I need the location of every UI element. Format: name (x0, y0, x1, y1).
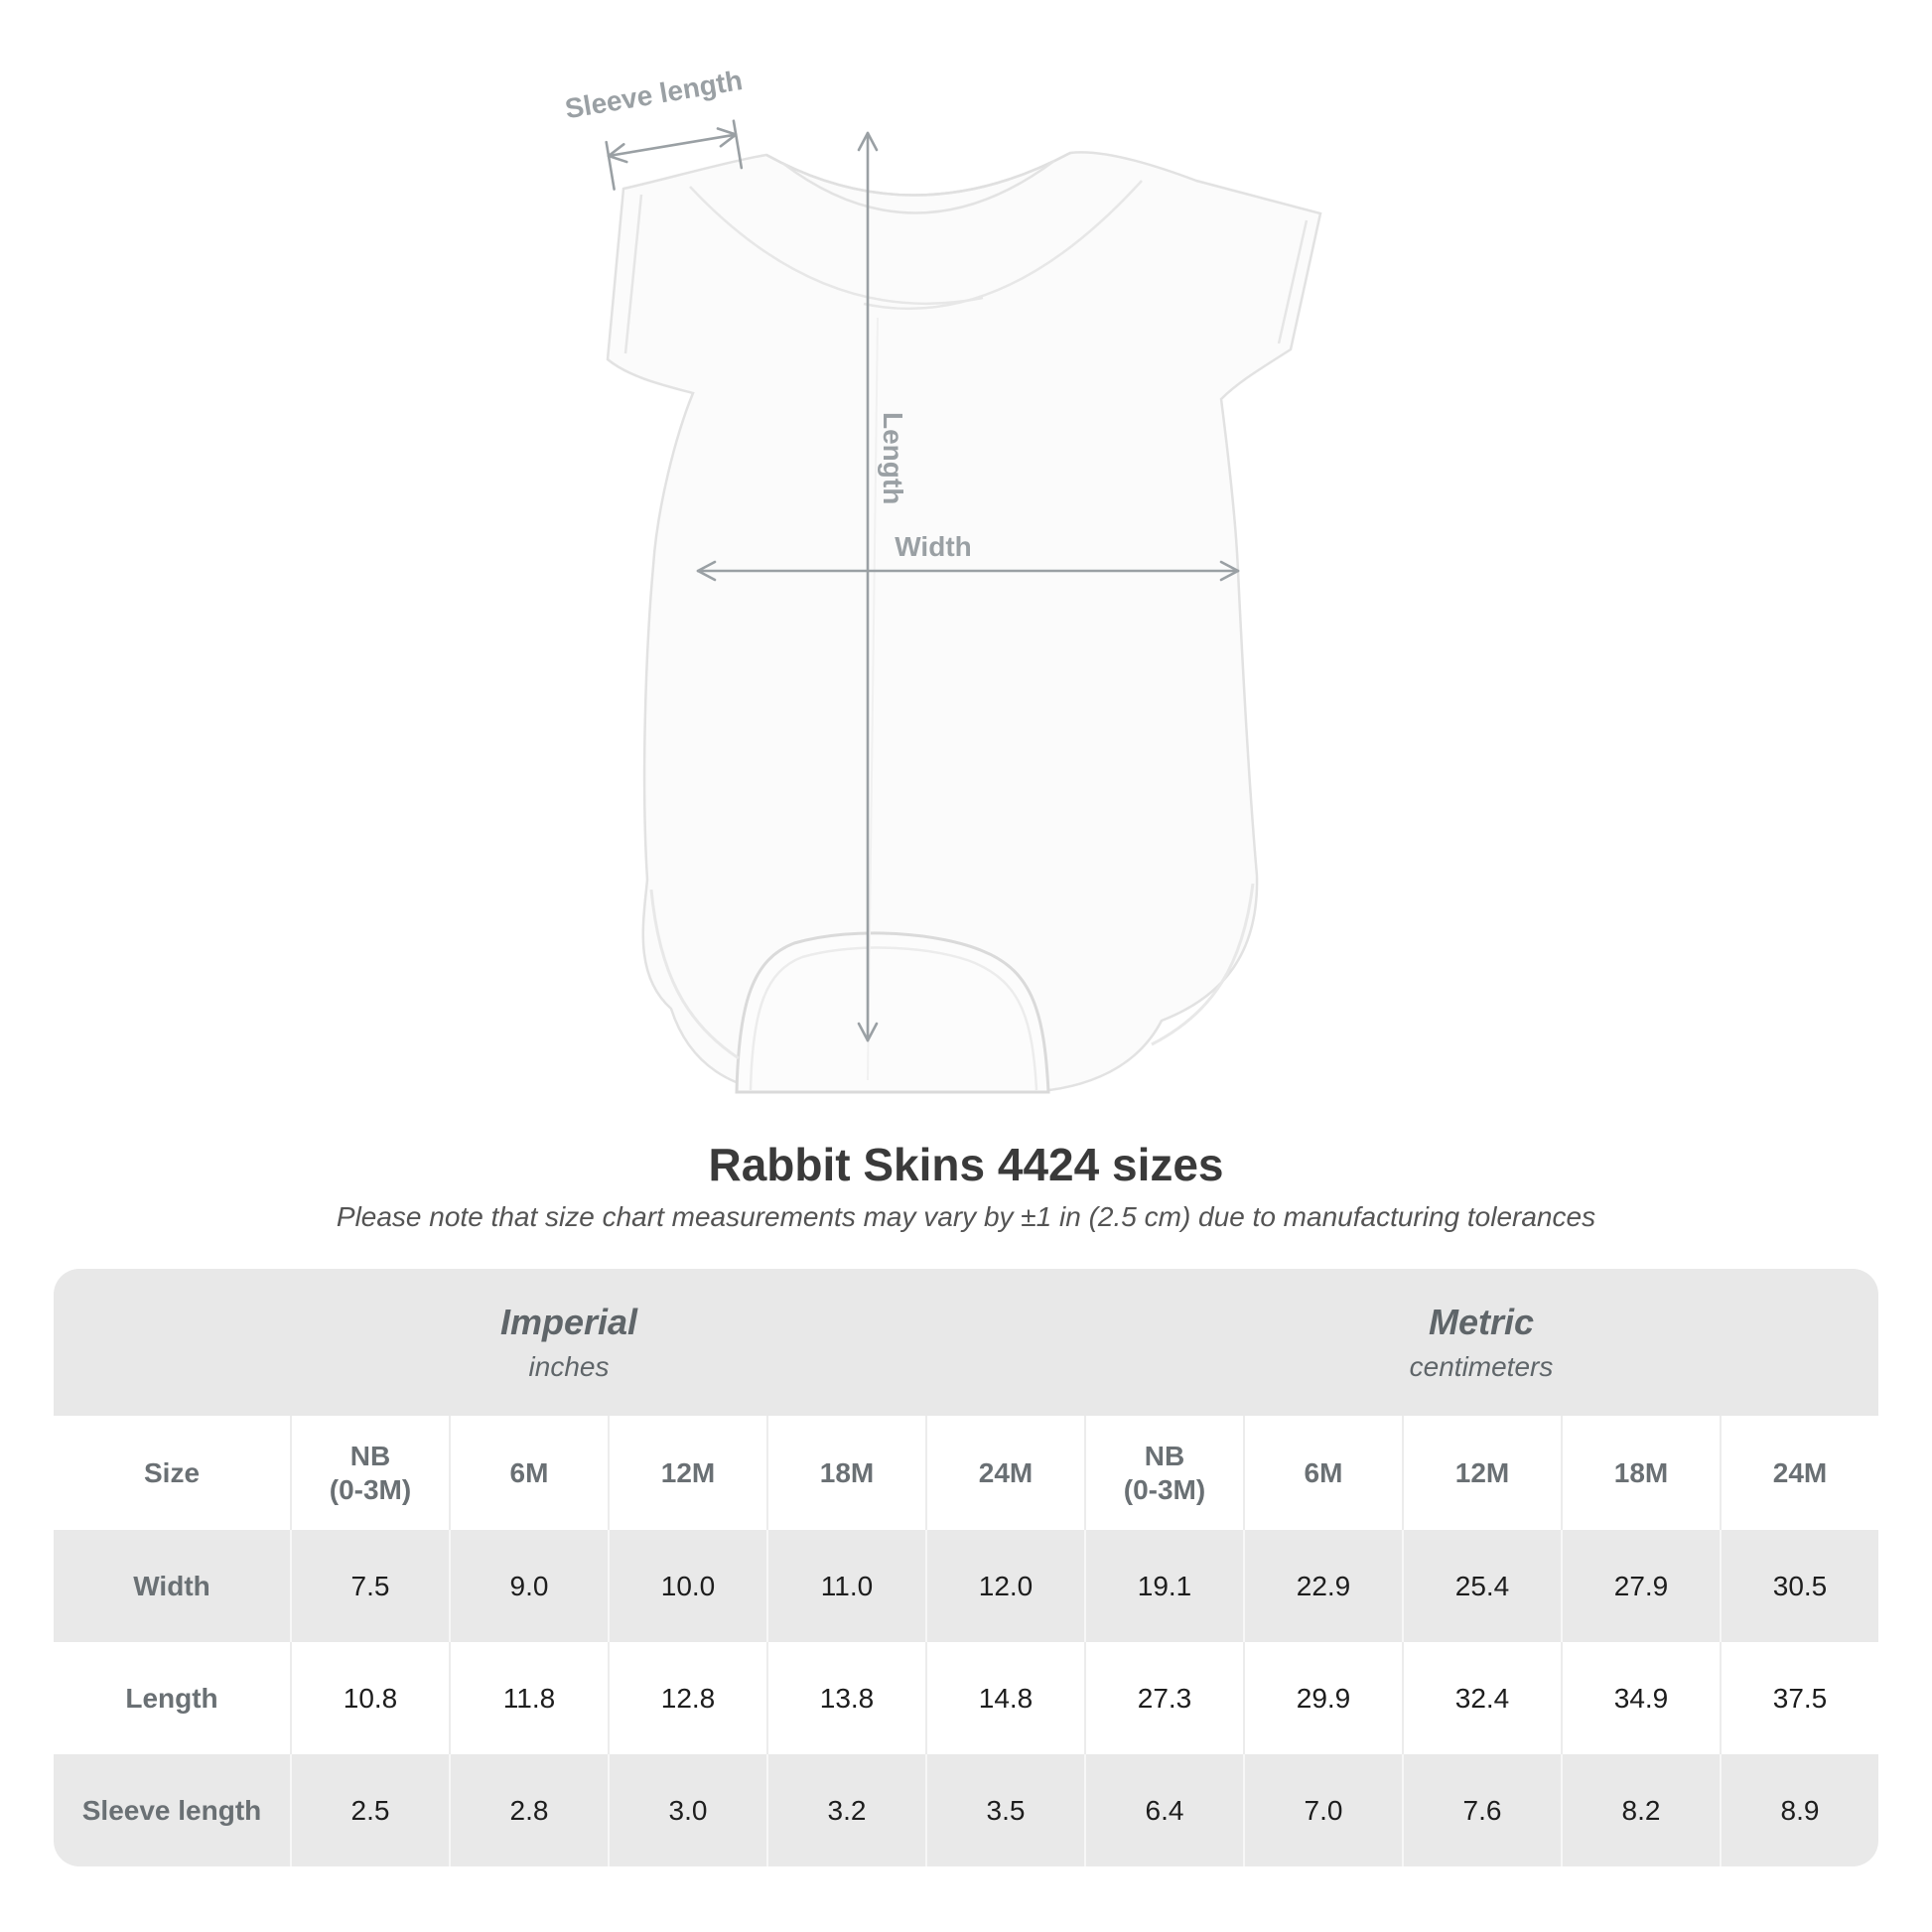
col-imperial-nb: NB (0-3M) (290, 1416, 449, 1530)
col-label: (0-3M) (329, 1473, 412, 1505)
table-row-width: Width 7.5 9.0 10.0 11.0 12.0 19.1 22.9 2… (54, 1530, 1878, 1642)
width-arrow (696, 560, 1240, 582)
col-imperial-12m: 12M (608, 1416, 766, 1530)
column-header-row: Size NB (0-3M) 6M 12M 18M 24M NB (0-3M) 6M… (54, 1416, 1878, 1530)
col-label: 24M (1772, 1456, 1828, 1488)
value-cell: 2.5 (290, 1754, 449, 1866)
tolerance-note: Please note that size chart measurements… (336, 1201, 1596, 1232)
size-header: Size (143, 1456, 201, 1488)
sleeve-length-label: Sleeve length (563, 65, 745, 124)
col-metric-12m: 12M (1402, 1416, 1561, 1530)
metric-title: Metric (1428, 1302, 1535, 1342)
value-cell: 29.9 (1243, 1642, 1402, 1754)
onesie-illustration: Length Width Sleeve length (563, 65, 1322, 1094)
neckline-binding (781, 159, 1055, 214)
value-cell: 22.9 (1243, 1530, 1402, 1642)
page-title: Rabbit Skins 4424 sizes (708, 1139, 1224, 1190)
onesie-garment (606, 151, 1322, 1094)
lap-shoulder-left (689, 186, 984, 305)
unit-band: Imperial inches Metric centimeters (54, 1269, 1878, 1416)
col-label: 18M (1613, 1456, 1669, 1488)
cuff-line-right (1277, 219, 1309, 345)
col-imperial-6m: 6M (449, 1416, 608, 1530)
value-cell: 12.8 (608, 1642, 766, 1754)
imperial-section-header: Imperial inches (54, 1269, 1084, 1416)
value-cell: 7.6 (1402, 1754, 1561, 1866)
value-cell: 32.4 (1402, 1642, 1561, 1754)
col-label: 24M (978, 1456, 1034, 1488)
col-imperial-24m: 24M (925, 1416, 1084, 1530)
table-row-sleeve-length: Sleeve length 2.5 2.8 3.0 3.2 3.5 6.4 7.… (54, 1754, 1878, 1866)
value-cell: 3.5 (925, 1754, 1084, 1866)
crotch-flap-binding (749, 946, 1038, 1091)
imperial-unit: inches (528, 1351, 610, 1382)
value-cell: 8.2 (1561, 1754, 1720, 1866)
col-metric-18m: 18M (1561, 1416, 1720, 1530)
width-label: Width (895, 531, 972, 562)
value-cell: 13.8 (766, 1642, 925, 1754)
value-cell: 9.0 (449, 1530, 608, 1642)
value-cell: 14.8 (925, 1642, 1084, 1754)
col-label: 6M (509, 1456, 549, 1488)
value-cell: 7.5 (290, 1530, 449, 1642)
value-cell: 3.0 (608, 1754, 766, 1866)
metric-unit: centimeters (1409, 1351, 1554, 1382)
table-row-length: Length 10.8 11.8 12.8 13.8 14.8 27.3 29.… (54, 1642, 1878, 1754)
value-cell: 27.3 (1084, 1642, 1243, 1754)
leg-binding-left (649, 889, 740, 1060)
metric-section-header: Metric centimeters (1084, 1269, 1878, 1416)
col-label: 12M (1454, 1456, 1510, 1488)
col-metric-nb: NB (0-3M) (1084, 1416, 1243, 1530)
row-label: Length (125, 1682, 218, 1714)
value-cell: 10.8 (290, 1642, 449, 1754)
value-cell: 11.0 (766, 1530, 925, 1642)
col-label: 6M (1304, 1456, 1343, 1488)
size-table: Imperial inches Metric centimeters Size … (54, 1269, 1878, 1866)
value-cell: 6.4 (1084, 1754, 1243, 1866)
col-label: 18M (819, 1456, 875, 1488)
row-label: Width (133, 1570, 210, 1601)
length-label: Length (878, 412, 908, 504)
lap-shoulder-right (863, 180, 1143, 311)
value-cell: 10.0 (608, 1530, 766, 1642)
crotch-flap (735, 931, 1050, 1094)
value-cell: 19.1 (1084, 1530, 1243, 1642)
value-cell: 34.9 (1561, 1642, 1720, 1754)
leg-binding-right (1151, 883, 1255, 1046)
col-label: NB (349, 1440, 391, 1471)
cuff-line-left (623, 194, 643, 354)
value-cell: 3.2 (766, 1754, 925, 1866)
value-cell: 2.8 (449, 1754, 608, 1866)
col-metric-24m: 24M (1720, 1416, 1878, 1530)
value-cell: 8.9 (1720, 1754, 1878, 1866)
value-cell: 27.9 (1561, 1530, 1720, 1642)
value-cell: 30.5 (1720, 1530, 1878, 1642)
col-label: (0-3M) (1123, 1473, 1206, 1505)
fabric-crease (867, 317, 879, 1081)
value-cell: 25.4 (1402, 1530, 1561, 1642)
value-cell: 7.0 (1243, 1754, 1402, 1866)
col-imperial-18m: 18M (766, 1416, 925, 1530)
value-cell: 37.5 (1720, 1642, 1878, 1754)
col-label: NB (1144, 1440, 1185, 1471)
col-label: 12M (660, 1456, 716, 1488)
length-arrow (857, 131, 879, 1042)
value-cell: 11.8 (449, 1642, 608, 1754)
neckline-outer (765, 151, 1071, 197)
row-label: Sleeve length (81, 1794, 262, 1826)
col-metric-6m: 6M (1243, 1416, 1402, 1530)
imperial-title: Imperial (499, 1302, 638, 1342)
value-cell: 12.0 (925, 1530, 1084, 1642)
